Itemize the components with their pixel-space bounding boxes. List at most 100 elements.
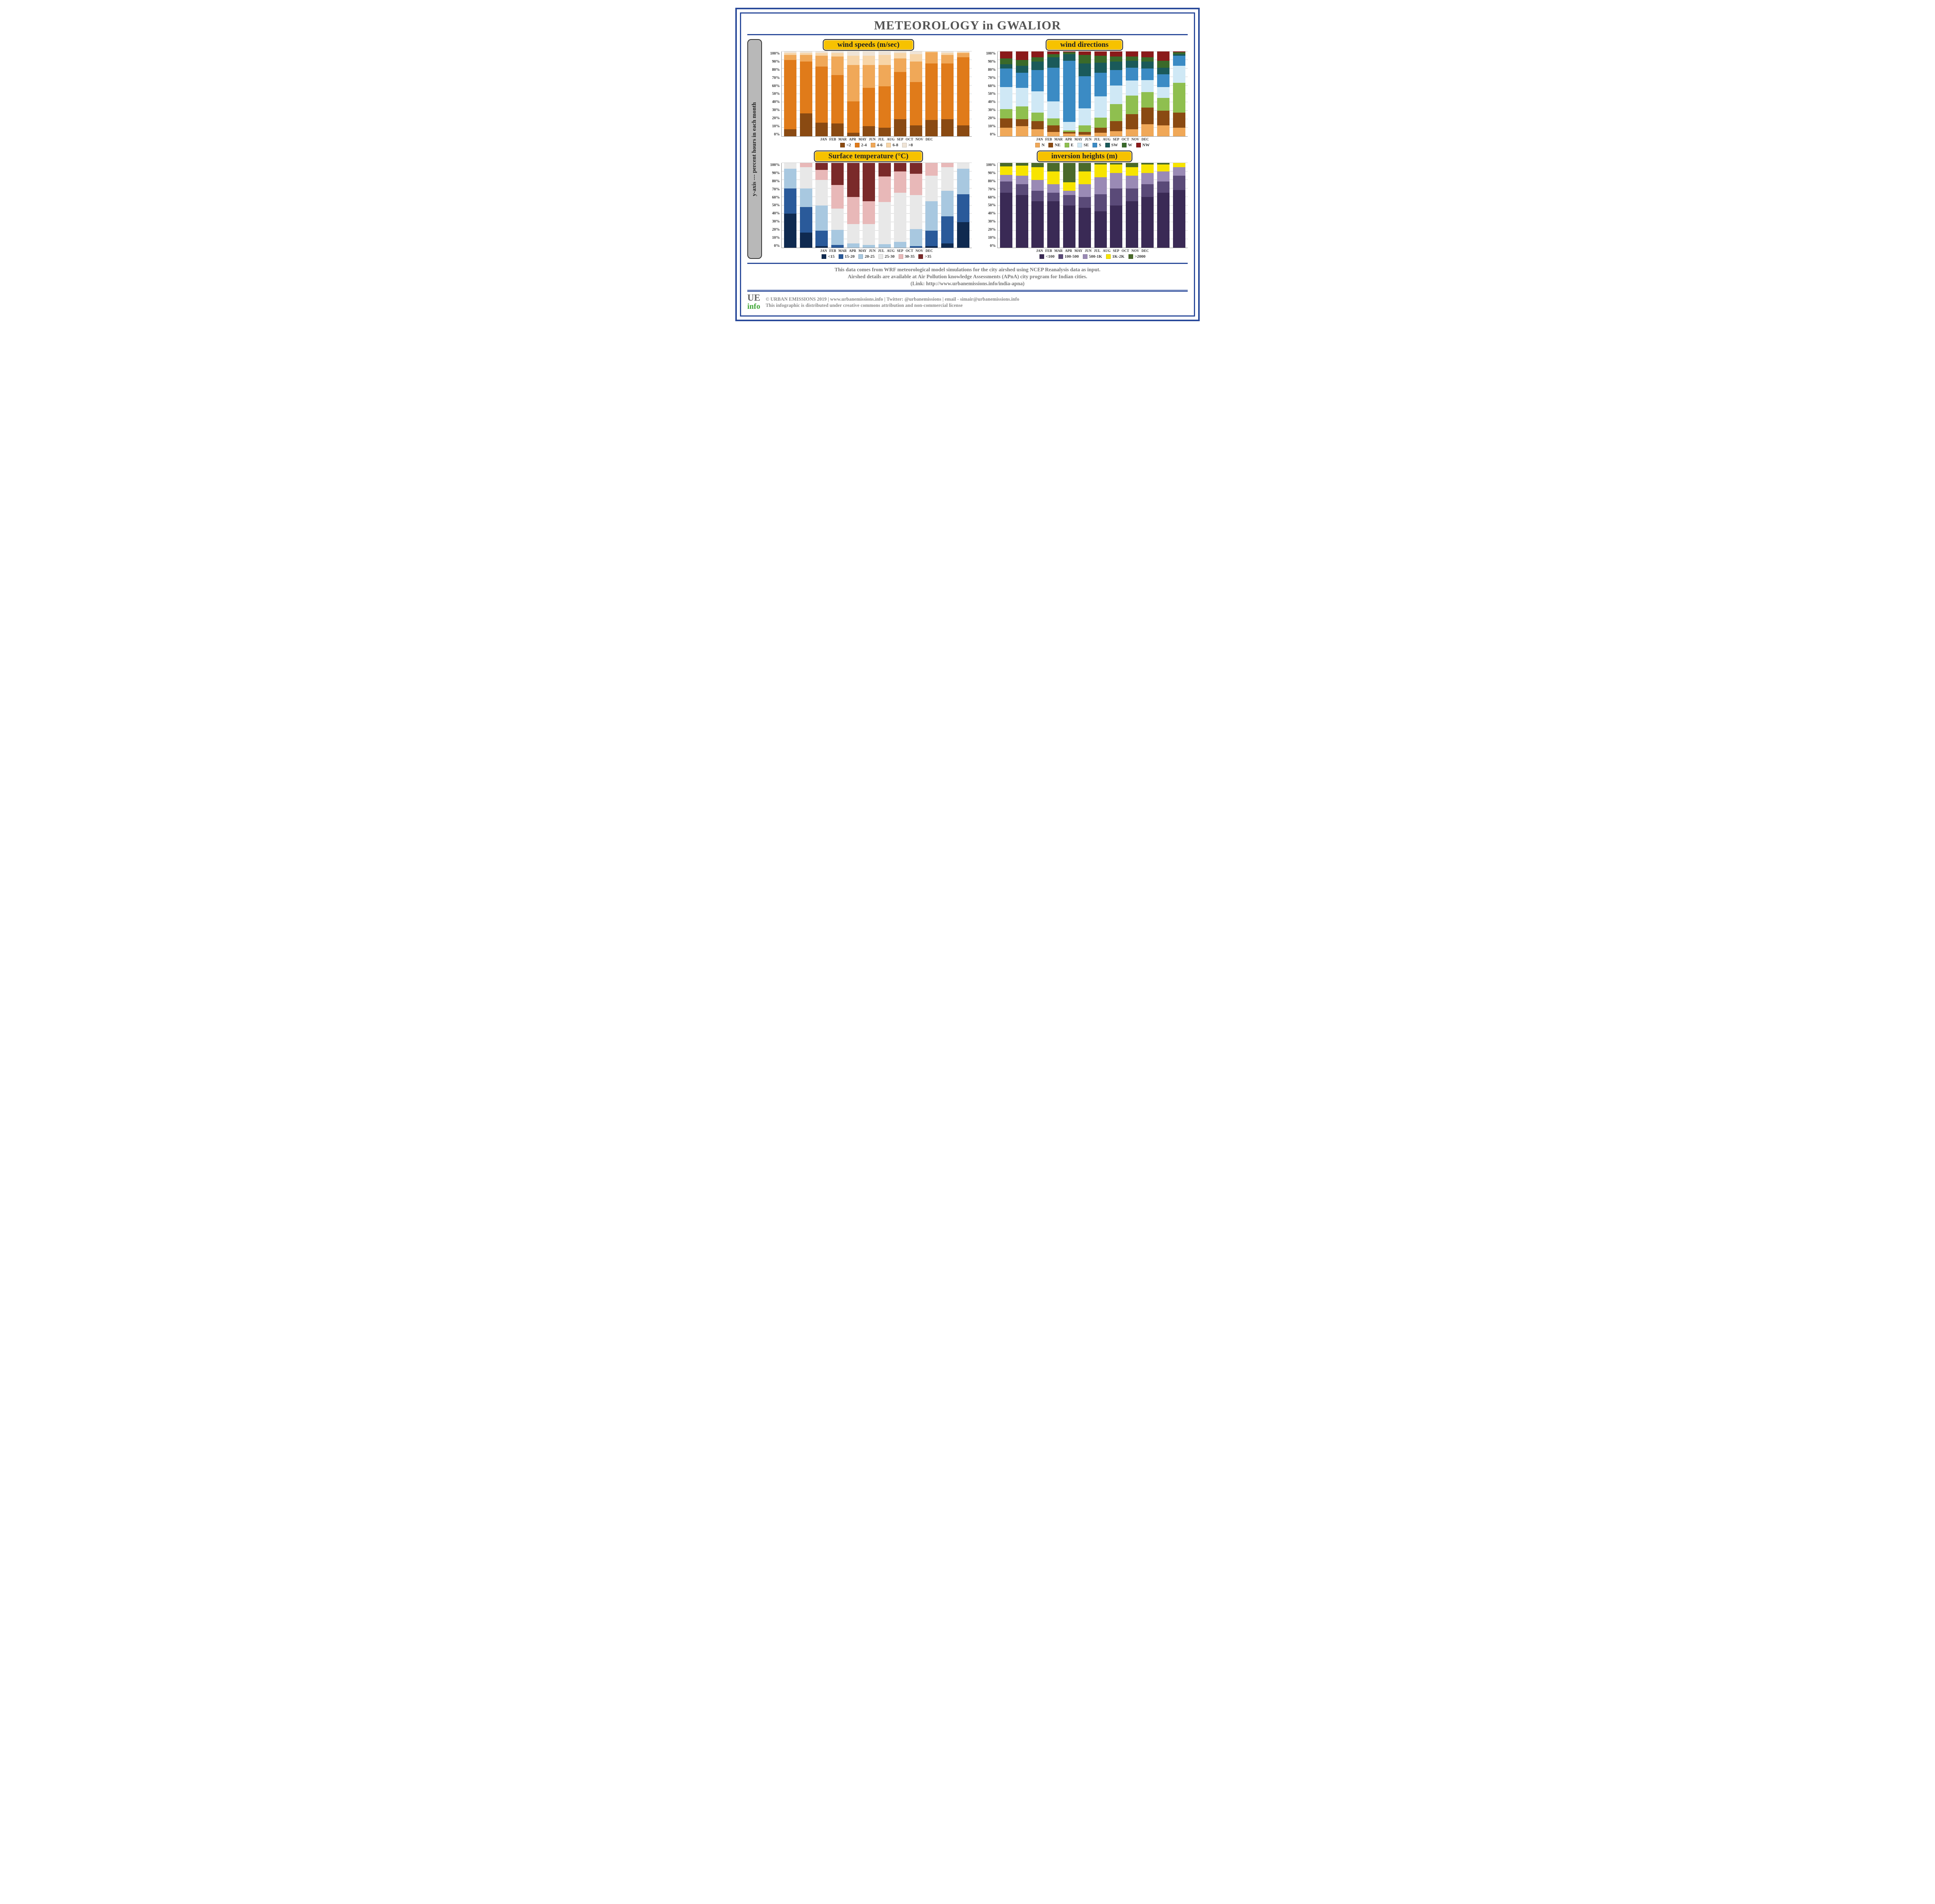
legend-swatch — [1048, 143, 1053, 147]
xtick-label: NOV — [1132, 249, 1139, 253]
bar-column — [1079, 163, 1091, 248]
xtick-label: NOV — [916, 137, 923, 141]
legend-label: <2 — [846, 143, 851, 147]
bar-segment — [1157, 98, 1170, 111]
bar-segment — [1000, 109, 1012, 118]
xtick-row: JANFEBMARAPRMAYJUNJULAUGSEPOCTNOVDEC — [1034, 248, 1151, 253]
bar-segment — [1047, 163, 1060, 171]
bar-segment — [1000, 128, 1012, 136]
xtick-label: DEC — [1142, 137, 1149, 141]
bar-segment — [1094, 96, 1107, 118]
xtick-row: JANFEBMARAPRMAYJUNJULAUGSEPOCTNOVDEC — [818, 248, 935, 253]
ytick-label: 100% — [770, 163, 780, 167]
bar-segment — [1079, 63, 1091, 76]
legend-swatch — [1077, 143, 1082, 147]
yaxis-label: y-axis --- percent hours in each month — [752, 102, 758, 196]
bar-column — [1110, 163, 1122, 248]
bar-column — [894, 163, 906, 248]
bar-segment — [1141, 173, 1154, 184]
bar-segment — [1094, 133, 1107, 136]
bar-segment — [831, 53, 844, 57]
legend-label: 500-1K — [1089, 254, 1102, 259]
bar-segment — [957, 222, 969, 248]
bar-segment — [815, 67, 828, 123]
xtick-label: FEB — [829, 137, 836, 141]
bar-segment — [1000, 87, 1012, 109]
bar-segment — [957, 57, 969, 125]
legend-label: <100 — [1046, 254, 1055, 259]
bar-segment — [941, 167, 954, 191]
bar-segment — [1141, 80, 1154, 92]
legend-label: >8 — [908, 143, 913, 147]
xtick-row: JANFEBMARAPRMAYJUNJULAUGSEPOCTNOVDEC — [1034, 137, 1151, 141]
bar-segment — [1063, 54, 1075, 61]
bar-segment — [1126, 176, 1138, 188]
chart-title: wind speeds (m/sec) — [823, 39, 914, 51]
legend-item: >35 — [918, 254, 931, 259]
legend-swatch — [886, 143, 891, 147]
bar-segment — [1016, 166, 1028, 176]
bar-column — [1031, 163, 1044, 248]
bar-segment — [847, 51, 860, 56]
bar-segment — [894, 53, 906, 58]
legend-swatch — [878, 254, 883, 259]
bar-segment — [1016, 126, 1028, 136]
ytick-label: 90% — [772, 60, 780, 64]
bar-segment — [1157, 181, 1170, 192]
bar-column — [815, 51, 828, 136]
bar-segment — [941, 243, 954, 248]
xtick-label: JUL — [1094, 137, 1101, 141]
bar-segment — [1126, 57, 1138, 61]
bar-segment — [863, 245, 875, 248]
bar-segment — [925, 52, 938, 63]
bar-segment — [894, 163, 906, 171]
bar-segment — [1031, 57, 1044, 62]
bar-segment — [1094, 56, 1107, 63]
bar-segment — [863, 88, 875, 126]
bar-column — [863, 163, 875, 248]
bar-segment — [894, 72, 906, 120]
legend-label: 6-8 — [892, 143, 898, 147]
bar-segment — [1031, 121, 1044, 130]
bar-column — [1173, 51, 1185, 136]
ytick-label: 40% — [988, 100, 996, 104]
bar-column — [1157, 163, 1170, 248]
ytick-label: 80% — [772, 68, 780, 72]
bar-segment — [1141, 184, 1154, 197]
bar-segment — [1141, 62, 1154, 68]
bar-segment — [1094, 118, 1107, 128]
bar-segment — [815, 170, 828, 180]
bar-column — [847, 163, 860, 248]
bar-column — [847, 51, 860, 136]
xtick-label: JUL — [1094, 249, 1101, 253]
legend-label: NW — [1142, 143, 1150, 147]
bar-segment — [831, 123, 844, 136]
bar-column — [878, 51, 891, 136]
bar-segment — [1110, 188, 1122, 205]
legend-item: >8 — [902, 143, 913, 147]
footer-credits: UE info © URBAN EMISSIONS 2019 | www.urb… — [747, 290, 1188, 311]
ytick-label: 70% — [988, 76, 996, 80]
xtick-label: AUG — [887, 249, 895, 253]
bar-segment — [1126, 167, 1138, 176]
legend-row: <22-44-66-8>8 — [840, 141, 913, 147]
bar-column — [894, 51, 906, 136]
legend-swatch — [1035, 143, 1040, 147]
legend-label: 20-25 — [865, 254, 875, 259]
bar-segment — [894, 242, 906, 248]
bar-segment — [1047, 54, 1060, 58]
bar-column — [1063, 51, 1075, 136]
bar-segment — [847, 224, 860, 243]
bar-column — [1094, 163, 1107, 248]
bar-segment — [1016, 195, 1028, 248]
legend-swatch — [840, 143, 845, 147]
xtick-label: FEB — [1045, 249, 1052, 253]
bar-segment — [784, 129, 796, 136]
bar-segment — [1063, 61, 1075, 122]
xtick-label: APR — [1065, 249, 1072, 253]
ytick-col: 100%90%80%70%60%50%40%30%20%10%0% — [981, 51, 997, 137]
bar-segment — [1047, 132, 1060, 136]
xtick-label: AUG — [1103, 137, 1111, 141]
bar-column — [957, 163, 969, 248]
bar-segment — [1157, 68, 1170, 75]
